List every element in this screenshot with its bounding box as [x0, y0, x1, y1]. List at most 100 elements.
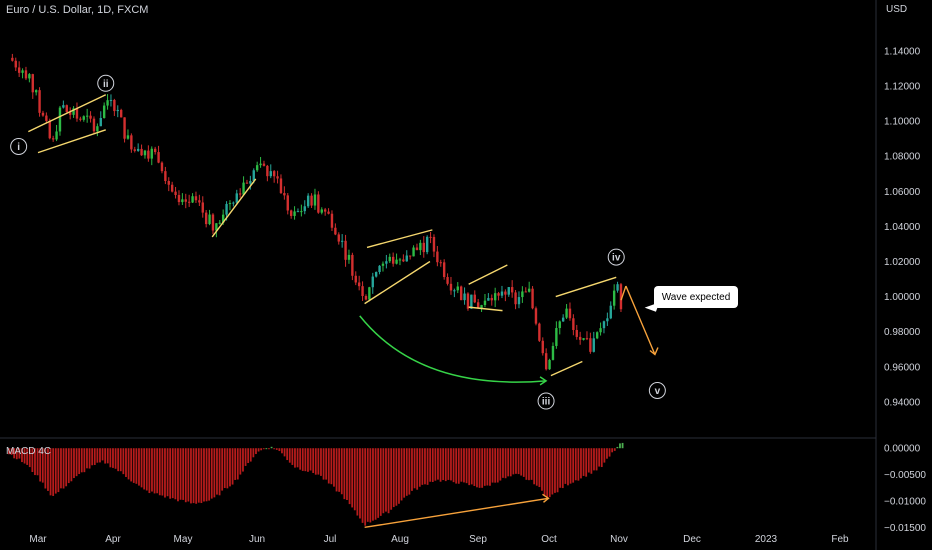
- macd-bar: [327, 448, 330, 484]
- macd-bar: [507, 448, 510, 477]
- macd-bar: [520, 448, 523, 476]
- candle-body: [283, 193, 286, 196]
- wave-iii-curve: [359, 315, 547, 383]
- macd-bar: [244, 448, 247, 466]
- macd-bar: [541, 448, 543, 491]
- wave-label-v-circle: [648, 382, 666, 400]
- macd-bar: [39, 448, 42, 482]
- macd-bar: [278, 448, 281, 452]
- macd-bar: [255, 448, 257, 455]
- candle-body: [266, 165, 269, 177]
- macd-bar: [572, 448, 575, 483]
- candle-body: [422, 242, 425, 253]
- candle-body: [480, 305, 483, 309]
- candle-body: [174, 191, 177, 196]
- candle-body: [286, 195, 289, 211]
- candle-body: [470, 294, 473, 309]
- wave-label-i-circle: [10, 137, 28, 155]
- macd-bar: [405, 448, 408, 496]
- macd-tick-label: −0.01500: [884, 523, 926, 534]
- candle-body: [344, 240, 347, 260]
- macd-bar: [580, 448, 582, 479]
- macd-bar: [481, 448, 484, 488]
- candle-body: [408, 255, 412, 257]
- macd-bar: [153, 448, 156, 494]
- wave-label-iv: iv: [612, 253, 621, 264]
- candle-body: [92, 118, 96, 132]
- candle-body: [415, 247, 419, 251]
- macd-bar: [504, 448, 507, 479]
- candle-body: [17, 67, 21, 73]
- candle-body: [561, 317, 565, 322]
- candle-body: [497, 293, 500, 296]
- candle-body: [119, 109, 123, 118]
- macd-bar: [431, 448, 434, 482]
- wave-expected-bubble[interactable]: Wave expected: [654, 286, 738, 308]
- candle-body: [442, 262, 446, 278]
- macd-bar: [73, 448, 75, 479]
- macd-bar: [512, 448, 515, 475]
- candle-body: [252, 170, 255, 181]
- macd-bar: [450, 448, 452, 481]
- candle-body: [249, 180, 252, 184]
- candle-body: [14, 60, 17, 68]
- macd-bar: [377, 448, 380, 518]
- candle-body: [531, 288, 534, 309]
- macd-bar: [320, 448, 322, 476]
- macd-bar: [8, 448, 10, 455]
- macd-bar: [122, 448, 125, 475]
- candle-body: [130, 135, 133, 150]
- macd-bar: [416, 448, 419, 490]
- time-tick-label: Dec: [683, 534, 701, 545]
- candle-body: [262, 163, 266, 166]
- candle-body: [55, 131, 58, 140]
- macd-bar: [132, 448, 135, 483]
- macd-bar: [13, 448, 16, 459]
- macd-bar: [190, 448, 192, 504]
- macd-bar: [442, 448, 445, 481]
- flag-sep-bottom: [468, 306, 503, 312]
- macd-bar: [340, 448, 343, 495]
- candle-body: [541, 340, 544, 354]
- macd-bar: [447, 448, 450, 480]
- price-tick-label: 0.96000: [884, 362, 921, 373]
- macd-bar: [78, 448, 81, 475]
- macd-tick-label: −0.01000: [884, 496, 926, 507]
- candle-body: [385, 261, 388, 264]
- candle-body: [548, 359, 551, 370]
- candle-body: [62, 105, 65, 108]
- candle-body: [191, 196, 194, 203]
- price-tick-label: 1.06000: [884, 187, 921, 198]
- macd-bar: [333, 448, 335, 487]
- macd-bar: [52, 448, 55, 496]
- candle-body: [272, 171, 276, 177]
- candle-body: [347, 254, 351, 260]
- macd-bar: [75, 448, 78, 477]
- macd-bar: [86, 448, 88, 469]
- candle-body: [606, 318, 609, 322]
- macd-bar: [364, 448, 367, 526]
- macd-bar: [62, 448, 65, 489]
- macd-bar: [460, 448, 463, 482]
- candle-body: [466, 293, 470, 309]
- macd-bar: [140, 448, 143, 488]
- macd-bar: [200, 448, 203, 504]
- candle-body: [106, 100, 109, 106]
- candle-body: [218, 222, 221, 224]
- macd-bar: [372, 448, 374, 521]
- macd-bar: [621, 442, 624, 449]
- candle-body: [595, 332, 599, 339]
- candle-body: [147, 150, 150, 159]
- macd-bar: [525, 448, 528, 480]
- candle-body: [310, 195, 313, 206]
- macd-bar: [359, 448, 361, 519]
- macd-bar: [281, 448, 283, 454]
- candle-body: [65, 105, 68, 113]
- macd-bar: [236, 448, 239, 480]
- candle-body: [259, 163, 262, 166]
- candle-body: [432, 237, 436, 252]
- candle-body: [136, 148, 140, 151]
- macd-indicator-title[interactable]: MACD 4C: [6, 446, 52, 457]
